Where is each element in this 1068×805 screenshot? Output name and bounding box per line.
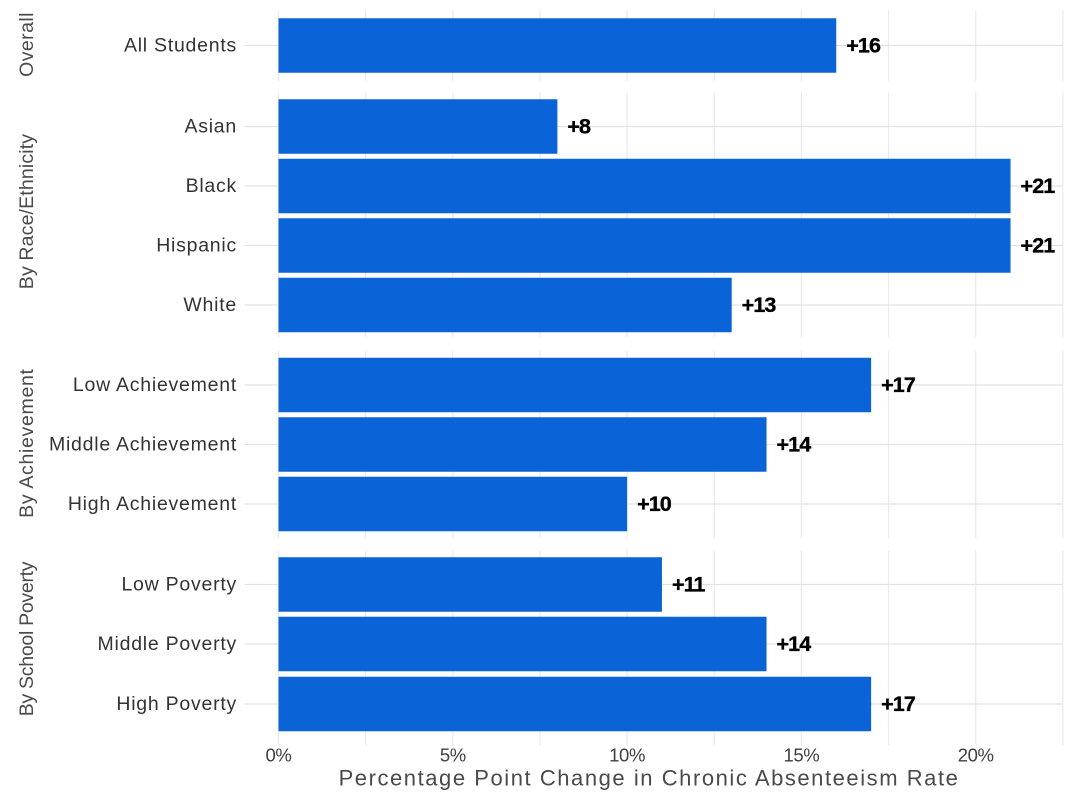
svg-text:+11: +11 [672, 573, 706, 597]
svg-text:By School Poverty: By School Poverty [16, 561, 38, 716]
svg-text:Middle Poverty: Middle Poverty [98, 633, 237, 655]
svg-text:Percentage Point Change in Chr: Percentage Point Change in Chronic Absen… [339, 766, 960, 791]
svg-text:+10: +10 [637, 492, 672, 516]
svg-text:Overall: Overall [16, 12, 38, 77]
svg-text:20%: 20% [958, 745, 994, 766]
svg-text:Low Achievement: Low Achievement [73, 374, 237, 396]
svg-text:15%: 15% [783, 745, 819, 766]
svg-text:Middle Achievement: Middle Achievement [49, 434, 237, 456]
svg-text:Hispanic: Hispanic [156, 235, 237, 257]
svg-text:+16: +16 [846, 34, 881, 58]
svg-text:+14: +14 [777, 632, 812, 656]
svg-text:+17: +17 [881, 692, 916, 716]
svg-text:High Achievement: High Achievement [68, 493, 237, 515]
svg-text:+21: +21 [1021, 174, 1056, 198]
svg-text:Black: Black [186, 175, 237, 197]
svg-text:Asian: Asian [184, 116, 237, 138]
svg-text:By Race/Ethnicity: By Race/Ethnicity [16, 134, 38, 289]
svg-text:5%: 5% [440, 745, 466, 766]
svg-text:All Students: All Students [124, 35, 237, 57]
svg-text:10%: 10% [609, 745, 645, 766]
svg-text:Low Poverty: Low Poverty [121, 574, 237, 596]
svg-text:+14: +14 [777, 433, 812, 457]
svg-text:+13: +13 [742, 293, 777, 317]
svg-text:+21: +21 [1021, 234, 1056, 258]
svg-text:White: White [183, 294, 237, 316]
svg-text:0%: 0% [266, 745, 292, 766]
svg-text:By Achievement: By Achievement [16, 368, 38, 517]
svg-text:High Poverty: High Poverty [116, 693, 237, 715]
svg-text:+17: +17 [881, 373, 916, 397]
svg-text:+8: +8 [567, 115, 591, 139]
